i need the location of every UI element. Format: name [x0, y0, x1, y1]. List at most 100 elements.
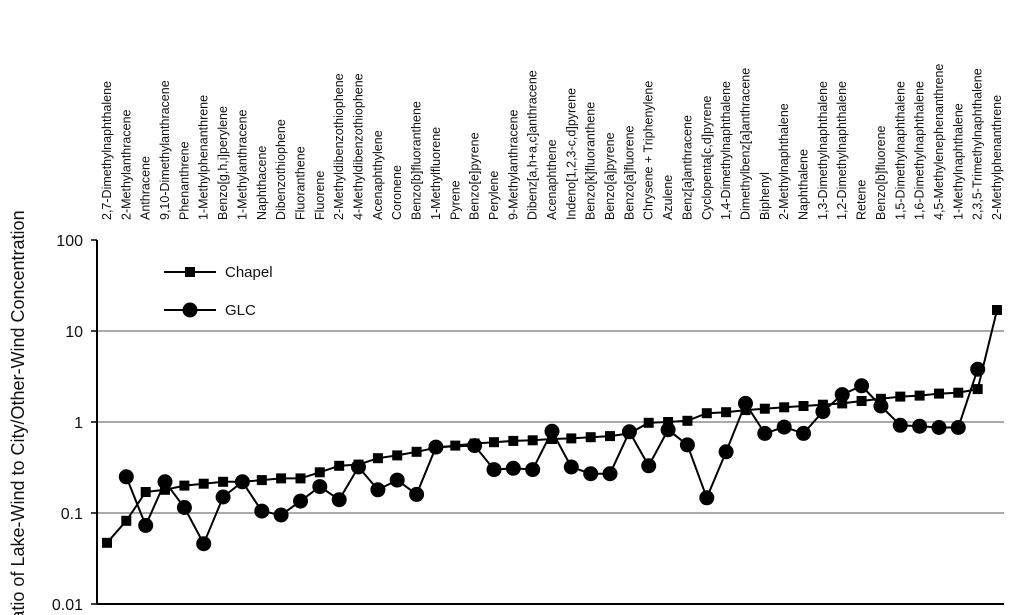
data-point-glc	[505, 460, 521, 476]
data-point-glc	[157, 474, 173, 490]
data-point-glc	[641, 458, 657, 474]
data-point-glc	[563, 459, 579, 475]
category-label: Benzo[e]pyrene	[468, 132, 482, 220]
category-label: Fluorene	[313, 171, 327, 220]
category-label: 1,4-Dimethylnaphthalene	[719, 81, 733, 220]
data-point-chapel	[450, 440, 461, 451]
series-line-glc	[125, 368, 979, 547]
data-point-chapel	[779, 402, 790, 413]
data-point-chapel	[218, 476, 229, 487]
category-label: Coronene	[390, 165, 404, 220]
category-label: Retene	[855, 180, 869, 220]
data-point-glc	[234, 474, 250, 490]
category-label: 1-Methylnaphthalene	[951, 103, 965, 220]
legend-label: GLC	[225, 302, 256, 319]
data-point-chapel	[508, 435, 519, 446]
data-point-chapel	[334, 460, 345, 471]
category-label: Fluoranthene	[294, 146, 308, 220]
data-point-glc	[854, 378, 870, 394]
data-point-glc	[467, 438, 483, 454]
data-point-glc	[602, 466, 618, 482]
data-point-chapel	[837, 398, 848, 409]
data-point-chapel	[759, 403, 770, 414]
axes	[91, 239, 1004, 605]
data-point-chapel	[682, 415, 693, 426]
category-label: Benzo[b]fluoranthene	[410, 101, 424, 220]
data-point-glc	[621, 424, 637, 440]
category-label: 9,10-Dimethylanthracene	[158, 80, 172, 220]
data-point-chapel	[372, 453, 383, 464]
category-label: Indeno[1,2,3-c,d]pyrene	[564, 88, 578, 220]
category-label: Azulene	[661, 175, 675, 220]
data-point-chapel	[992, 305, 1002, 315]
data-point-glc	[892, 417, 908, 433]
data-point-glc	[796, 425, 811, 441]
data-point-glc	[950, 420, 966, 435]
data-point-chapel	[527, 435, 538, 446]
data-point-chapel	[972, 384, 983, 395]
series-markers	[102, 305, 1002, 552]
category-label: Phenanthrene	[177, 141, 191, 220]
category-label: Benzo[k]fluoranthene	[584, 102, 598, 220]
data-point-chapel	[934, 388, 944, 399]
data-point-glc	[738, 395, 753, 411]
category-label: 1-Methylfluorene	[429, 127, 443, 220]
data-point-chapel	[585, 432, 596, 443]
category-label: Benzo[b]fluorene	[874, 125, 888, 220]
data-point-chapel	[256, 475, 267, 486]
data-point-glc	[138, 517, 154, 533]
category-label: Dibenz[a,h+a,c]anthracene	[526, 70, 540, 220]
data-point-glc	[428, 439, 444, 455]
data-point-chapel	[914, 390, 925, 401]
legend-label: Chapel	[225, 264, 273, 281]
category-label: Acenaphthylene	[371, 130, 385, 220]
y-tick-label: 100	[56, 233, 83, 250]
data-point-glc	[409, 486, 425, 502]
data-point-glc	[873, 398, 889, 414]
category-label: Anthracene	[139, 156, 153, 220]
data-point-glc	[486, 462, 502, 478]
category-label: Perylene	[487, 171, 501, 220]
category-label: Biphenyl	[758, 172, 772, 220]
data-point-chapel	[895, 391, 906, 402]
data-point-chapel	[701, 408, 712, 419]
data-point-chapel	[392, 450, 403, 461]
data-point-glc	[679, 437, 695, 453]
category-label: 1,2-Dimethylnaphthalene	[835, 81, 849, 220]
category-label: 2-Methylanthracene	[119, 109, 133, 220]
category-label: 2-Methylnaphthalene	[777, 103, 791, 220]
grid-lines	[97, 330, 1004, 514]
data-point-glc	[699, 490, 715, 506]
data-point-chapel	[179, 480, 190, 491]
data-point-chapel	[547, 434, 557, 444]
data-point-chapel	[856, 396, 867, 406]
category-label: Naphthacene	[255, 146, 269, 220]
data-point-chapel	[605, 431, 615, 442]
legend-marker	[182, 302, 198, 318]
category-label: 1-Methylphenanthrene	[197, 95, 211, 220]
category-labels: 2,7-Dimethylnaphthalene 2-Methylanthracen…	[100, 64, 1004, 220]
data-point-glc	[757, 425, 773, 441]
data-point-glc	[970, 361, 986, 377]
legend-marker	[185, 267, 195, 277]
data-point-glc	[215, 489, 231, 505]
category-label: Acenaphthene	[545, 139, 559, 220]
data-point-chapel	[160, 484, 170, 495]
data-point-glc	[254, 503, 270, 519]
data-point-chapel	[140, 487, 151, 497]
data-point-glc	[931, 420, 947, 435]
data-point-chapel	[643, 417, 654, 428]
category-label: Chrysene + Triphenylene	[642, 81, 656, 220]
data-point-chapel	[721, 407, 732, 418]
data-point-chapel	[798, 401, 809, 411]
data-point-chapel	[198, 478, 209, 489]
data-point-glc	[370, 482, 386, 498]
legend: Chapel GLC	[164, 264, 273, 319]
category-label: 9-Methylanthracene	[506, 109, 520, 220]
data-point-glc	[389, 472, 405, 488]
category-label: 2,3,5-Trimethylnaphthalene	[971, 68, 985, 220]
category-label: 4,5-Methylenephenanthrene	[932, 64, 946, 220]
data-point-glc	[815, 404, 831, 420]
category-label: 1,6-Dimethylnaphthalene	[913, 81, 927, 220]
